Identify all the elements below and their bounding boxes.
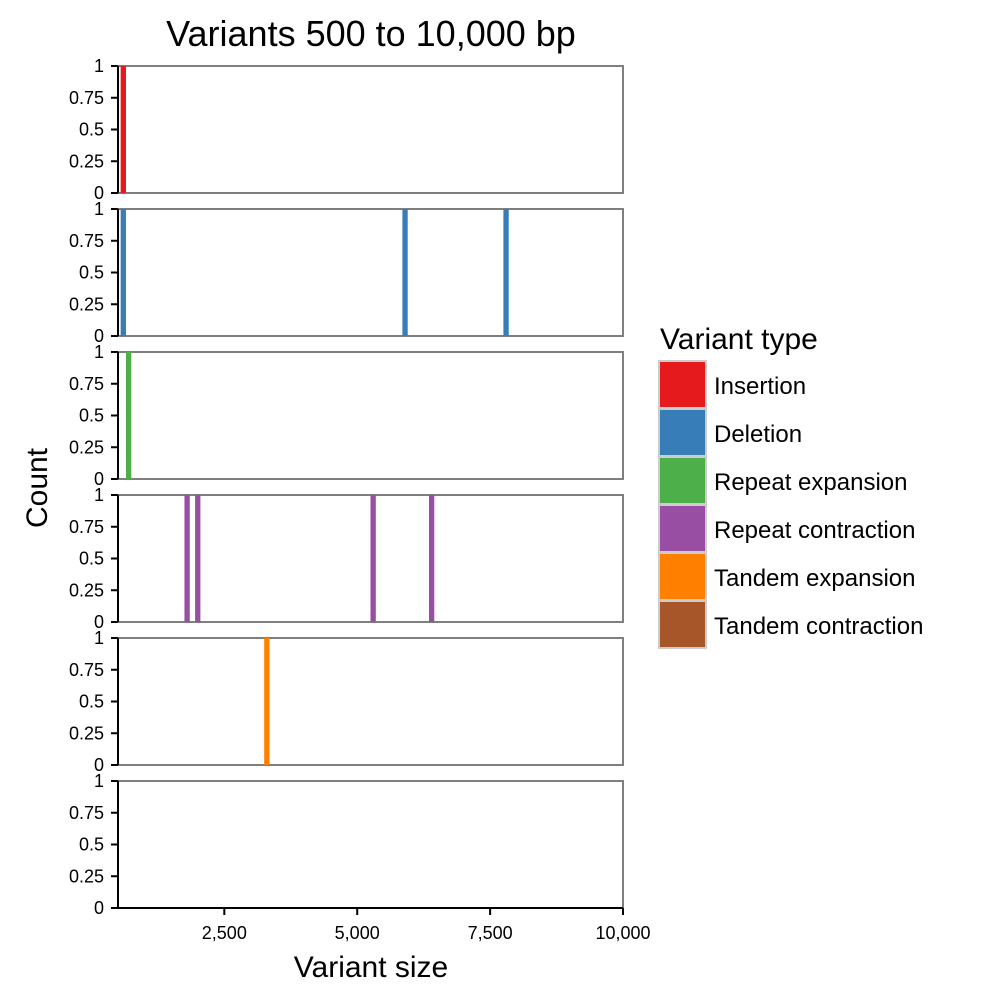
bar-deletion [120,209,126,336]
y-tick-label: 0.75 [69,88,104,108]
y-tick-label: 0.5 [79,263,104,283]
panel-tandem-expansion: 0 0.25 0.5 0.75 1 [69,628,624,775]
y-tick-label: 0.5 [79,692,104,712]
legend-swatch [658,456,707,505]
panel-repeat-expansion: 0 0.25 0.5 0.75 1 [69,342,624,489]
panel-deletion: 0 0.25 0.5 0.75 1 [69,199,624,346]
legend-label: Repeat contraction [714,517,915,544]
y-tick-label: 1 [94,771,104,791]
y-tick-label: 0.25 [69,580,104,600]
legend: Variant type Insertion Deletion Repeat exp… [658,323,923,649]
y-tick-label: 1 [94,485,104,505]
legend-item-tandem-contraction: Tandem contraction [658,600,923,649]
bar-repeat-contraction [195,495,201,622]
y-tick-label: 0.75 [69,517,104,537]
y-tick-label: 0.25 [69,151,104,171]
legend-swatch [658,408,707,457]
panel-tandem-contraction: 0 0.25 0.5 0.75 1 [69,771,624,918]
legend-title: Variant type [660,323,818,356]
bar-repeat-expansion [125,352,132,479]
y-tick-label: 0.75 [69,231,104,251]
legend-swatch [658,360,707,409]
x-tick-label: 5,000 [335,923,380,943]
bar-deletion [402,209,408,336]
panel-repeat-contraction: 0 0.25 0.5 0.75 1 [69,485,624,632]
y-tick-label: 0 [94,612,104,632]
x-tick-label: 10,000 [595,923,650,943]
bar-repeat-contraction [428,495,435,622]
y-tick-label: 0.75 [69,660,104,680]
y-tick-label: 0.25 [69,437,104,457]
y-tick-label: 0.25 [69,866,104,886]
x-axis-title: Variant size [294,951,449,984]
y-tick-label: 0.75 [69,374,104,394]
y-tick-label: 0.5 [79,406,104,426]
legend-item-tandem-expansion: Tandem expansion [658,552,915,601]
legend-label: Repeat expansion [714,469,907,496]
y-tick-label: 0.75 [69,803,104,823]
chart-title: Variants 500 to 10,000 bp [166,13,576,54]
y-tick-label: 0.25 [69,723,104,743]
y-tick-label: 1 [94,342,104,362]
panel-frame [117,637,624,766]
bar-tandem-expansion [264,638,270,765]
y-tick-label: 0 [94,469,104,489]
y-tick-label: 1 [94,628,104,648]
legend-label: Tandem contraction [714,613,923,640]
panel-frame [117,208,624,337]
legend-swatch [658,552,707,601]
y-tick-label: 1 [94,199,104,219]
bar-repeat-contraction [184,495,190,622]
y-tick-label: 0 [94,898,104,918]
bar-deletion [503,209,509,336]
bar-insertion [120,66,126,193]
y-axis-title: Count [21,447,54,528]
legend-label: Deletion [714,421,802,448]
legend-item-repeat-contraction: Repeat contraction [658,504,915,553]
bar-repeat-contraction [370,495,376,622]
y-tick-label: 1 [94,56,104,76]
y-tick-label: 0 [94,183,104,203]
x-tick-label: 7,500 [468,923,513,943]
legend-item-insertion: Insertion [658,360,806,409]
panel-frame [117,65,624,194]
x-tick-label: 2,500 [202,923,247,943]
panel-insertion: 0 0.25 0.5 0.75 1 [69,56,624,203]
panel-frame [117,780,624,909]
y-tick-label: 0.25 [69,294,104,314]
y-tick-label: 0.5 [79,120,104,140]
legend-item-deletion: Deletion [658,408,802,457]
y-tick-label: 0.5 [79,549,104,569]
panel-frame [117,351,624,480]
legend-swatch [658,600,707,649]
legend-swatch [658,504,707,553]
legend-item-repeat-expansion: Repeat expansion [658,456,907,505]
y-tick-label: 0 [94,326,104,346]
y-tick-label: 0.5 [79,835,104,855]
legend-label: Insertion [714,373,806,400]
legend-label: Tandem expansion [714,565,915,592]
y-tick-label: 0 [94,755,104,775]
